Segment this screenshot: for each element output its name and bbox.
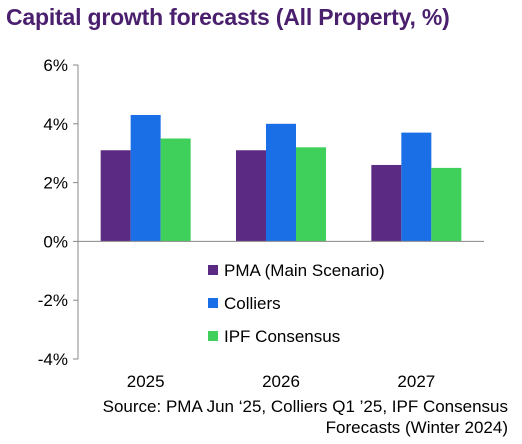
legend-swatch — [208, 331, 218, 341]
x-tick-label: 2027 — [397, 372, 435, 391]
bar — [401, 132, 432, 242]
bar — [100, 150, 131, 242]
bar — [236, 150, 266, 242]
bar — [130, 114, 161, 242]
x-tick-label: 2026 — [262, 372, 300, 391]
bar — [371, 164, 402, 242]
legend-label: IPF Consensus — [224, 327, 340, 346]
source-note: Source: PMA Jun ‘25, Colliers Q1 ’25, IP… — [103, 396, 508, 438]
legend-label: Colliers — [224, 294, 281, 313]
chart-title: Capital growth forecasts (All Property, … — [6, 4, 450, 30]
y-tick-label: -4% — [38, 350, 68, 369]
y-axis: -4% -2% 0% 2% 4% 6% — [38, 56, 79, 369]
bar — [296, 147, 326, 242]
y-tick-label: -2% — [38, 291, 68, 310]
source-line-2: Forecasts (Winter 2024) — [325, 418, 508, 437]
source-line-1: Source: PMA Jun ‘25, Colliers Q1 ’25, IP… — [102, 397, 508, 416]
bar — [431, 167, 462, 242]
x-tick-label: 2025 — [127, 372, 165, 391]
y-tick-label: 6% — [43, 56, 68, 75]
legend: PMA (Main Scenario) Colliers IPF Consensus — [208, 261, 385, 346]
x-axis: 2025 2026 2027 — [78, 240, 484, 391]
bar — [160, 138, 191, 242]
legend-swatch — [208, 265, 218, 275]
y-tick-label: 2% — [43, 174, 68, 193]
bars — [100, 114, 462, 242]
bar — [266, 123, 296, 242]
y-tick-label: 4% — [43, 115, 68, 134]
y-tick-label: 0% — [43, 232, 68, 251]
legend-label: PMA (Main Scenario) — [224, 261, 385, 280]
legend-swatch — [208, 298, 218, 308]
